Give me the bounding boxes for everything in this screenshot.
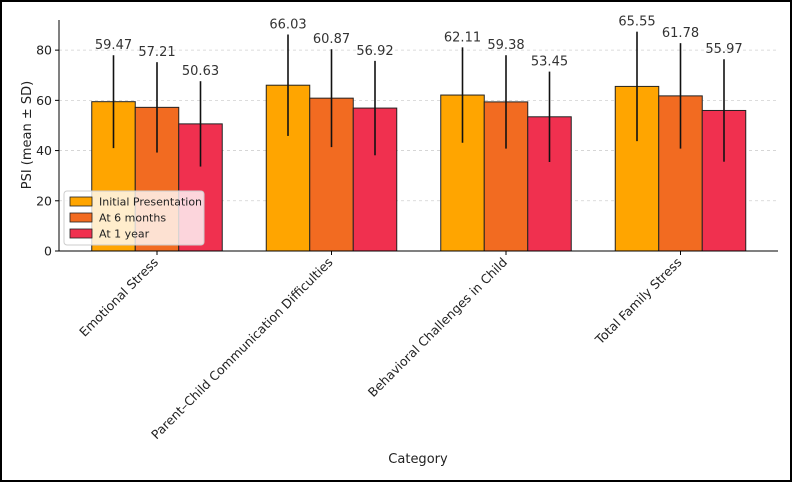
legend-swatch	[69, 212, 93, 223]
bar-value-label: 55.97	[705, 42, 742, 57]
legend-label: At 1 year	[99, 228, 150, 241]
x-tick-label: Behavioral Challenges in Child	[365, 255, 510, 400]
y-axis-title: PSI (mean ± SD)	[20, 81, 35, 190]
x-tick-label: Total Family Stress	[591, 255, 684, 348]
x-tick-label: Parent–Child Communication Difficulties	[148, 255, 336, 443]
legend-box	[63, 190, 205, 246]
legend-swatch	[69, 196, 93, 207]
legend: Initial Presentation At 6 months At 1 year	[63, 190, 205, 246]
bar-value-label: 66.03	[269, 17, 306, 32]
bar-value-label: 50.63	[182, 64, 219, 79]
bar-value-label: 59.47	[95, 38, 132, 53]
bar-value-label: 65.55	[618, 15, 655, 30]
y-tick-label: 60	[36, 93, 52, 108]
y-tick-label: 40	[36, 143, 52, 158]
bar-value-label: 61.78	[662, 26, 699, 41]
y-tick-label: 80	[36, 43, 52, 58]
x-axis-title: Category	[388, 452, 448, 467]
legend-label: At 6 months	[99, 212, 166, 225]
bar-value-label: 53.45	[531, 55, 568, 70]
labels-layer: 59.47 57.21 50.63 66.03 60.87 56.92 62.11 59.38…	[95, 15, 743, 80]
bar-value-label: 57.21	[138, 45, 175, 60]
x-tick-label: Emotional Stress	[76, 255, 161, 340]
bar-value-label: 59.38	[487, 38, 524, 53]
legend-swatch	[69, 228, 93, 239]
legend-label: Initial Presentation	[99, 196, 202, 209]
bar-value-label: 60.87	[313, 32, 350, 47]
bar-value-label: 56.92	[356, 44, 393, 59]
y-tick-label: 20	[36, 193, 52, 208]
y-tick-label: 0	[44, 244, 52, 259]
bar-value-label: 62.11	[444, 30, 481, 45]
